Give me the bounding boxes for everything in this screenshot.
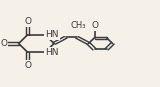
Text: HN: HN <box>45 48 59 57</box>
Text: CH₃: CH₃ <box>71 21 86 29</box>
Text: HN: HN <box>45 30 59 39</box>
Text: O: O <box>24 61 31 70</box>
Text: O: O <box>0 39 7 48</box>
Text: O: O <box>24 17 31 26</box>
Text: O: O <box>91 21 98 30</box>
